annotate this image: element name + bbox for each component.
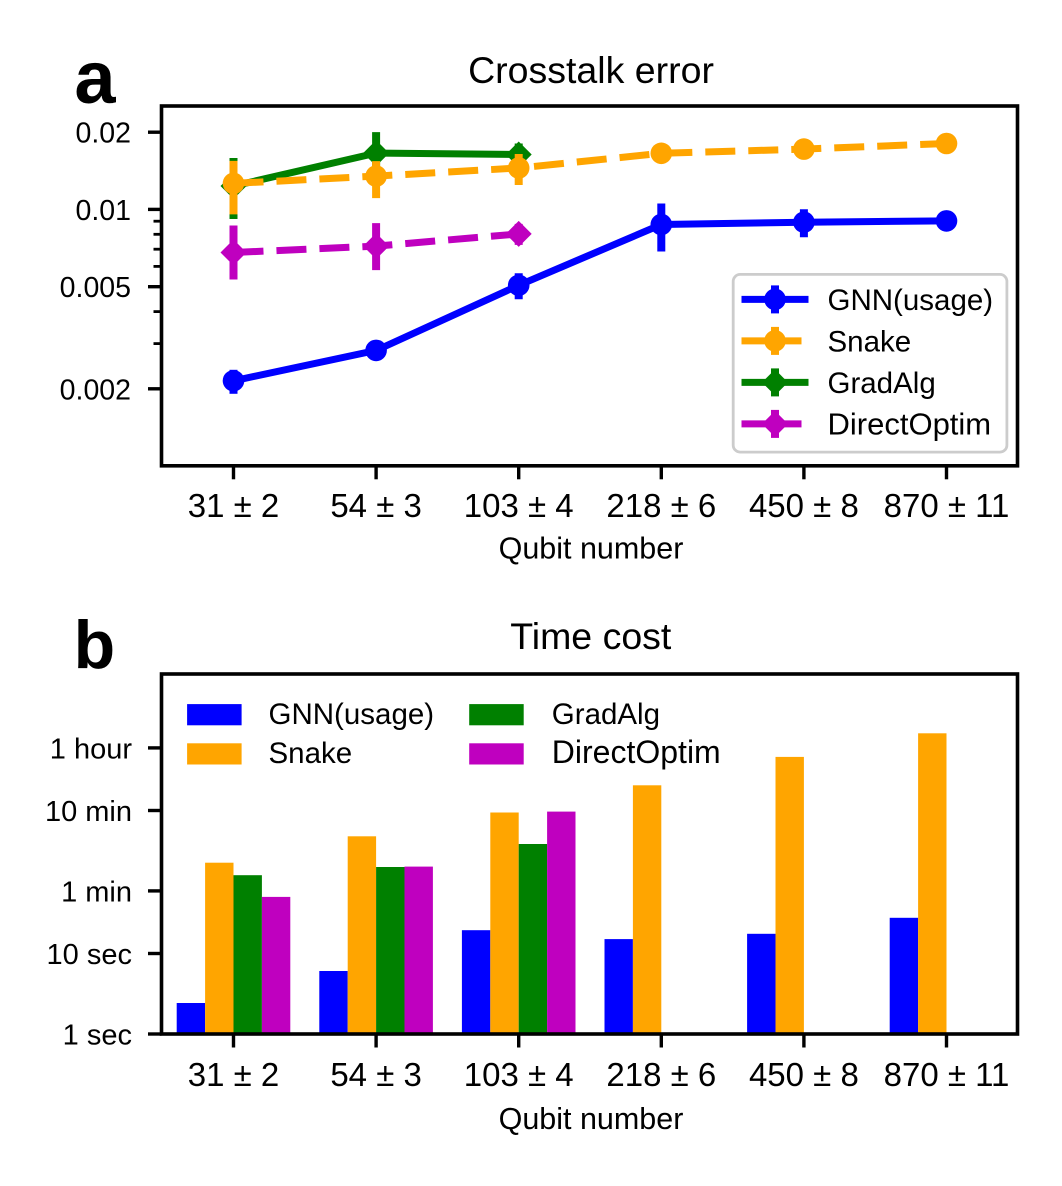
svg-text:0.02: 0.02 — [76, 118, 131, 150]
svg-text:870 ± 11: 870 ± 11 — [884, 487, 1010, 524]
svg-text:a: a — [74, 36, 116, 119]
svg-text:103 ± 4: 103 ± 4 — [464, 1056, 574, 1093]
svg-text:0.01: 0.01 — [76, 195, 131, 227]
svg-text:b: b — [74, 607, 116, 683]
svg-text:DirectOptim: DirectOptim — [552, 734, 721, 770]
svg-text:54 ± 3: 54 ± 3 — [330, 487, 422, 524]
svg-text:31 ± 2: 31 ± 2 — [188, 487, 280, 524]
svg-text:1 sec: 1 sec — [63, 1020, 132, 1052]
svg-text:GradAlg: GradAlg — [828, 367, 936, 400]
svg-text:0.005: 0.005 — [60, 272, 131, 304]
svg-text:450 ± 8: 450 ± 8 — [749, 487, 859, 524]
svg-text:Qubit number: Qubit number — [499, 532, 684, 566]
svg-text:1 min: 1 min — [61, 876, 132, 908]
svg-text:31 ± 2: 31 ± 2 — [188, 1056, 280, 1093]
svg-text:450 ± 8: 450 ± 8 — [749, 1056, 859, 1093]
svg-text:Qubit number: Qubit number — [499, 1102, 684, 1136]
svg-text:GNN(usage): GNN(usage) — [828, 284, 994, 317]
svg-text:870 ± 11: 870 ± 11 — [884, 1056, 1010, 1093]
svg-text:10 sec: 10 sec — [47, 939, 132, 971]
svg-text:GNN(usage): GNN(usage) — [269, 698, 435, 731]
svg-text:10 min: 10 min — [45, 796, 132, 828]
svg-text:0.002: 0.002 — [60, 374, 131, 406]
svg-text:218 ± 6: 218 ± 6 — [606, 487, 716, 524]
svg-text:103 ± 4: 103 ± 4 — [464, 487, 574, 524]
svg-text:DirectOptim: DirectOptim — [828, 406, 992, 441]
svg-text:Crosstalk error: Crosstalk error — [468, 49, 714, 91]
svg-text:218 ± 6: 218 ± 6 — [606, 1056, 716, 1093]
svg-text:Snake: Snake — [828, 325, 912, 358]
svg-text:Time cost: Time cost — [510, 615, 672, 657]
svg-text:1 hour: 1 hour — [50, 733, 133, 765]
svg-text:54 ± 3: 54 ± 3 — [330, 1056, 422, 1093]
svg-text:Snake: Snake — [269, 737, 353, 770]
svg-text:GradAlg: GradAlg — [552, 698, 660, 731]
